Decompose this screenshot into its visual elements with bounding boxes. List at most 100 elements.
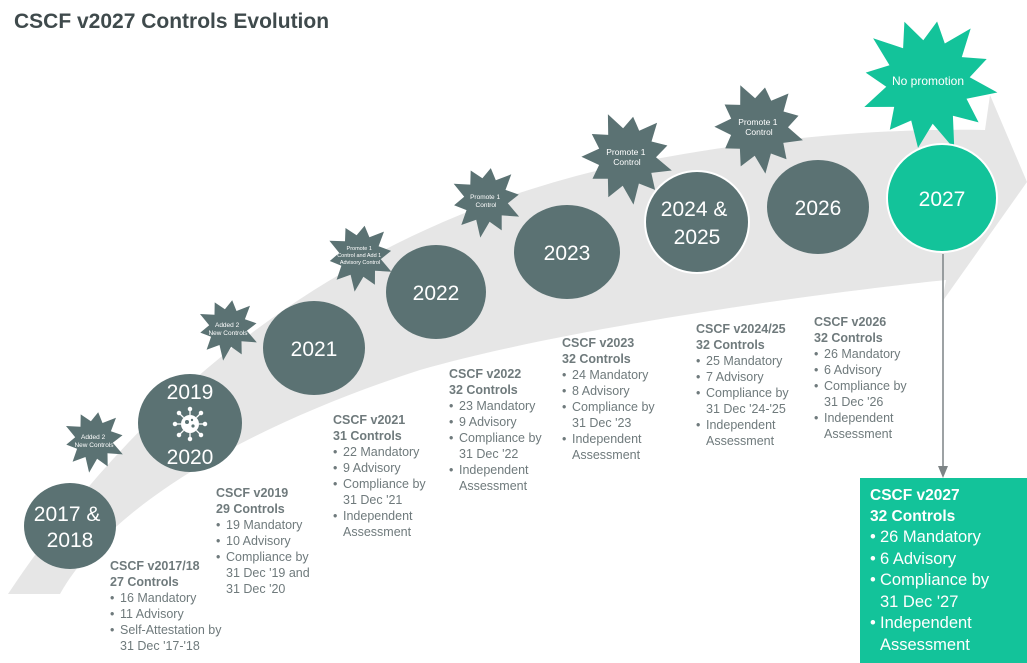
svg-text:Promote 1 Control: Promote 1 Control (738, 117, 780, 137)
highlight-box-2027: CSCF v2027 32 Controls 26 Mandatory 6 Ad… (860, 478, 1027, 663)
svg-text:No promotion: No promotion (892, 74, 964, 88)
bullet-line: Independent (459, 463, 529, 477)
bullet-compliance: Compliance by 31 Dec '26 (814, 378, 907, 410)
bullet-advisory: 9 Advisory (449, 414, 542, 430)
block-heading: CSCF v2022 (449, 367, 522, 381)
milestone-2021: 2021 (263, 301, 365, 395)
milestone-label: 2020 (167, 446, 214, 469)
bullet-line: Assessment (572, 448, 641, 462)
svg-text:2024 & 2025: 2024 & 2025 (661, 198, 733, 249)
info-block-2021: CSCF v2021 31 Controls 22 Mandatory 9 Ad… (333, 412, 426, 540)
burst-text: Added 2 (215, 322, 240, 329)
bullet-assessment: Independent Assessment (562, 431, 655, 463)
bullet-assessment: Independent Assessment (449, 462, 542, 494)
bullet-line: 31 Dec '17-'18 (120, 639, 200, 653)
info-block-2019: CSCF v2019 29 Controls 19 Mandatory 10 A… (216, 485, 310, 597)
svg-text:2020: 2020 (167, 446, 214, 469)
milestone-2017: 2017 & 2018 (24, 483, 116, 569)
milestone-label: 2025 (674, 226, 721, 249)
milestone-2023: 2023 (514, 205, 620, 299)
bullet-assessment: Independent Assessment (814, 410, 907, 442)
block-count: 29 Controls (216, 502, 285, 516)
virus-icon (172, 406, 208, 442)
milestone-label: 2024 & (661, 198, 728, 221)
milestone-label: 2018 (47, 529, 94, 552)
svg-text:Promote 1 Control and Ad: Promote 1 Control and Add 1 Advisory Con… (337, 246, 383, 266)
svg-text:2026: 2026 (795, 197, 842, 220)
svg-text:Added 2 New Controls: Added 2 New Controls (208, 322, 248, 337)
milestone-label: 2026 (795, 197, 842, 220)
connector-arrowhead (938, 466, 948, 478)
milestone-label: 2023 (544, 242, 591, 265)
milestone-label: 2022 (413, 282, 460, 305)
bullet-line: Compliance by (343, 477, 426, 491)
burst-text: Advisory Control (340, 260, 380, 266)
bullet-advisory: 6 Advisory (870, 549, 1017, 571)
block-count: 32 Controls (562, 352, 631, 366)
bullet-line: 31 Dec '23 (572, 416, 632, 430)
page-title: CSCF v2027 Controls Evolution (14, 10, 330, 33)
block-count: 27 Controls (110, 575, 179, 589)
bullet-line: Independent (824, 411, 894, 425)
burst-2022: Promote 1 Control (453, 168, 520, 238)
bullet-line: Assessment (880, 635, 970, 654)
bullet-line: Compliance by (572, 400, 655, 414)
bullet-line: Independent (572, 432, 642, 446)
svg-text:Promote 1 Control: Promote 1 Control (470, 194, 502, 209)
burst-text: Promote 1 (470, 194, 500, 201)
bullet-line: 31 Dec '22 (459, 447, 519, 461)
svg-text:2021: 2021 (291, 338, 338, 361)
bullet-assessment: Independent Assessment (333, 508, 426, 540)
bullet-mandatory: 23 Mandatory (449, 398, 542, 414)
bullet-line: Independent (343, 509, 413, 523)
bullet-line: Assessment (343, 525, 412, 539)
svg-text:Promote 1 Control: Promote 1 Control (606, 147, 648, 167)
block-heading: CSCF v2023 (562, 336, 635, 350)
bullet-advisory: 6 Advisory (814, 362, 907, 378)
burst-text: Control (476, 202, 498, 209)
milestone-2024: 2024 & 2025 (644, 170, 750, 274)
bullet-mandatory: 22 Mandatory (333, 444, 426, 460)
milestone-2022: 2022 (386, 245, 486, 339)
block-heading: CSCF v2021 (333, 413, 406, 427)
bullet-line: Compliance by (706, 386, 789, 400)
svg-text:2027: 2027 (919, 188, 966, 211)
burst-text: New Controls (208, 330, 248, 337)
bullet-advisory: 11 Advisory (110, 606, 221, 622)
bullet-line: 31 Dec '26 (824, 395, 884, 409)
bullet-compliance: Compliance by 31 Dec '19 and 31 Dec '20 (216, 549, 310, 597)
block-heading: CSCF v2017/18 (110, 559, 200, 573)
bullet-advisory: 10 Advisory (216, 533, 310, 549)
bullet-advisory: 9 Advisory (333, 460, 426, 476)
burst-text: Promote 1 (347, 246, 372, 252)
burst-text: Promote 1 (738, 117, 777, 127)
milestone-label: 2027 (919, 188, 966, 211)
bullet-compliance: Compliance by 31 Dec '23 (562, 399, 655, 431)
bullet-compliance: Compliance by 31 Dec '24-'25 (696, 385, 789, 417)
milestone-2019: 2019 2020 (138, 374, 242, 472)
burst-text: Promote 1 (606, 147, 645, 157)
burst-text: New Controls (74, 442, 114, 449)
svg-text:Added 2 New Controls: Added 2 New Controls (74, 434, 114, 449)
milestone-2027: 2027 (886, 143, 998, 253)
info-block-2026: CSCF v2026 32 Controls 26 Mandatory 6 Ad… (814, 314, 907, 442)
info-block-2017: CSCF v2017/18 27 Controls 16 Mandatory 1… (110, 558, 221, 654)
block-heading: CSCF v2027 (870, 487, 960, 504)
bullet-line: 31 Dec '19 and (226, 566, 310, 580)
bullet-line: Compliance by (459, 431, 542, 445)
bullet-line: Independent (880, 614, 972, 632)
bullet-compliance: Compliance by 31 Dec '27 (870, 570, 1017, 613)
bullet-line: Assessment (706, 434, 775, 448)
bullet-line: 31 Dec '27 (880, 592, 959, 611)
bullet-mandatory: 19 Mandatory (216, 517, 310, 533)
block-count: 32 Controls (449, 383, 518, 397)
bullet-compliance: Compliance by 31 Dec '22 (449, 430, 542, 462)
block-heading: CSCF v2019 (216, 486, 289, 500)
burst-text: No promotion (892, 74, 964, 88)
bullet-mandatory: 24 Mandatory (562, 367, 655, 383)
bullet-mandatory: 26 Mandatory (870, 527, 1017, 549)
bullet-advisory: 8 Advisory (562, 383, 655, 399)
bullet-compliance: Compliance by 31 Dec '21 (333, 476, 426, 508)
milestone-label: 2021 (291, 338, 338, 361)
